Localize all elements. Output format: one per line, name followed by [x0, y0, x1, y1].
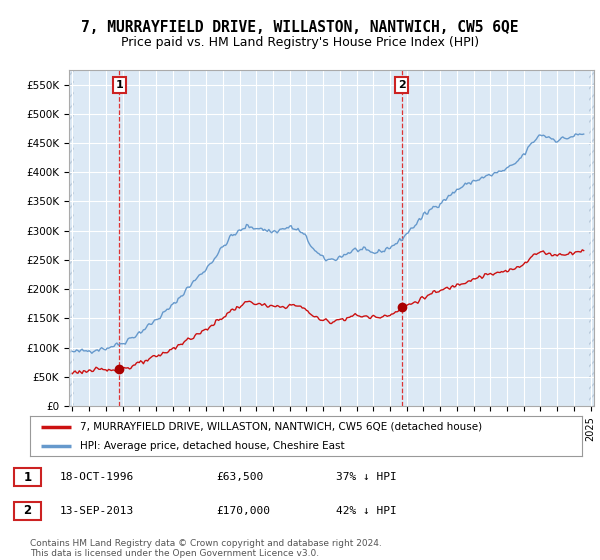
Text: 7, MURRAYFIELD DRIVE, WILLASTON, NANTWICH, CW5 6QE: 7, MURRAYFIELD DRIVE, WILLASTON, NANTWIC… — [81, 20, 519, 35]
Text: HPI: Average price, detached house, Cheshire East: HPI: Average price, detached house, Ches… — [80, 441, 344, 450]
Text: 13-SEP-2013: 13-SEP-2013 — [60, 506, 134, 516]
Bar — [69, 70, 74, 406]
Text: 18-OCT-1996: 18-OCT-1996 — [60, 472, 134, 482]
Text: 1: 1 — [115, 80, 123, 90]
Text: 1: 1 — [23, 470, 32, 484]
Text: Price paid vs. HM Land Registry's House Price Index (HPI): Price paid vs. HM Land Registry's House … — [121, 36, 479, 49]
Text: 37% ↓ HPI: 37% ↓ HPI — [336, 472, 397, 482]
Bar — [589, 70, 598, 406]
Text: 2: 2 — [398, 80, 406, 90]
Text: 42% ↓ HPI: 42% ↓ HPI — [336, 506, 397, 516]
Text: £63,500: £63,500 — [216, 472, 263, 482]
Text: 2: 2 — [23, 504, 32, 517]
Text: 7, MURRAYFIELD DRIVE, WILLASTON, NANTWICH, CW5 6QE (detached house): 7, MURRAYFIELD DRIVE, WILLASTON, NANTWIC… — [80, 422, 482, 432]
Text: Contains HM Land Registry data © Crown copyright and database right 2024.
This d: Contains HM Land Registry data © Crown c… — [30, 539, 382, 558]
Text: £170,000: £170,000 — [216, 506, 270, 516]
